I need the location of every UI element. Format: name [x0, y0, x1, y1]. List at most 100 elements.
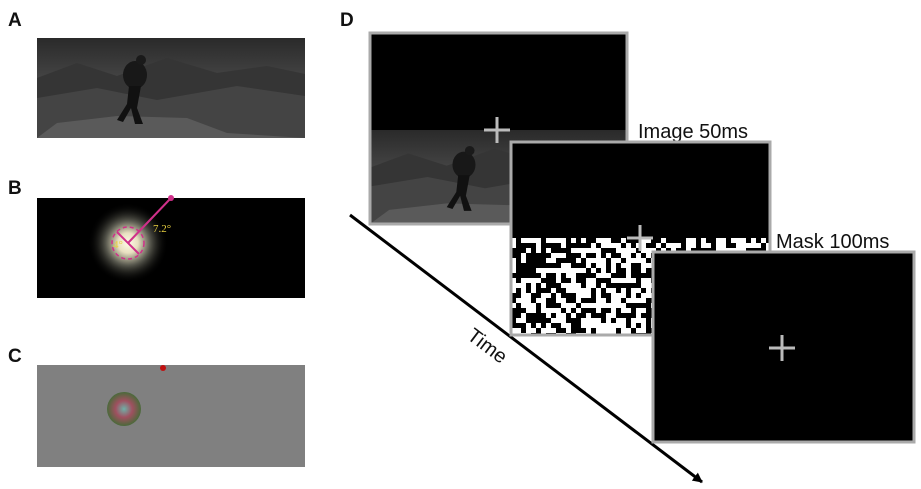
noise-cell [556, 323, 561, 328]
noise-cell [576, 278, 581, 283]
fixation-dot [168, 195, 174, 201]
noise-cell [636, 268, 641, 273]
noise-cell [556, 243, 561, 248]
noise-cell [636, 323, 641, 328]
noise-cell [516, 248, 521, 253]
noise-cell [521, 263, 526, 268]
noise-cell [626, 323, 631, 328]
noise-cell [516, 253, 521, 258]
noise-cell [681, 238, 686, 243]
noise-cell [611, 318, 616, 323]
noise-cell [626, 318, 631, 323]
noise-cell [551, 303, 556, 308]
noise-cell [551, 293, 556, 298]
noise-cell [516, 268, 521, 273]
noise-cell [521, 248, 526, 253]
noise-cell [586, 298, 591, 303]
noise-cell [621, 298, 626, 303]
noise-cell [621, 243, 626, 248]
noise-cell [631, 303, 636, 308]
screen [370, 33, 627, 130]
noise-cell [566, 313, 571, 318]
noise-cell [521, 273, 526, 278]
noise-cell [571, 253, 576, 258]
noise-cell [546, 278, 551, 283]
noise-cell [631, 263, 636, 268]
noise-cell [601, 318, 606, 323]
page: A B 7.2° 4° C D Time Image 50ms Mask 100… [0, 0, 921, 489]
noise-cell [646, 313, 651, 318]
noise-cell [516, 313, 521, 318]
eccentricity-label: 7.2° [153, 223, 171, 235]
image-patch [107, 392, 141, 426]
noise-cell [621, 283, 626, 288]
noise-cell [606, 258, 611, 263]
noise-cell [551, 298, 556, 303]
noise-cell [526, 263, 531, 268]
noise-cell [536, 293, 541, 298]
noise-cell [576, 238, 581, 243]
noise-cell [551, 248, 556, 253]
noise-cell [626, 283, 631, 288]
noise-cell [526, 273, 531, 278]
frame-blank [653, 252, 914, 442]
noise-cell [551, 263, 556, 268]
noise-cell [601, 293, 606, 298]
noise-cell [646, 308, 651, 313]
noise-cell [646, 273, 651, 278]
noise-cell [566, 243, 571, 248]
noise-cell [641, 313, 646, 318]
noise-cell [611, 283, 616, 288]
noise-cell [581, 263, 586, 268]
noise-cell [596, 243, 601, 248]
noise-cell [746, 238, 751, 243]
noise-cell [626, 293, 631, 298]
noise-cell [611, 248, 616, 253]
noise-cell [726, 238, 731, 243]
noise-cell [581, 278, 586, 283]
noise-cell [596, 268, 601, 273]
noise-cell [626, 313, 631, 318]
noise-cell [526, 283, 531, 288]
noise-cell [596, 278, 601, 283]
noise-cell [706, 238, 711, 243]
noise-cell [531, 318, 536, 323]
noise-cell [606, 308, 611, 313]
figure: A B 7.2° 4° C D Time Image 50ms Mask 100… [0, 0, 921, 489]
noise-cell [621, 268, 626, 273]
noise-cell [566, 248, 571, 253]
noise-cell [531, 263, 536, 268]
fixation-dot [160, 365, 166, 371]
noise-cell [541, 243, 546, 248]
noise-cell [616, 288, 621, 293]
noise-cell [576, 313, 581, 318]
noise-cell [681, 243, 686, 248]
noise-cell [531, 323, 536, 328]
noise-cell [566, 258, 571, 263]
noise-cell [516, 303, 521, 308]
noise-cell [526, 313, 531, 318]
noise-cell [611, 273, 616, 278]
noise-cell [596, 313, 601, 318]
panel-label: B [8, 178, 22, 199]
noise-cell [576, 318, 581, 323]
noise-cell [631, 328, 636, 333]
noise-cell [571, 328, 576, 333]
noise-cell [586, 253, 591, 258]
noise-cell [546, 288, 551, 293]
noise-cell [536, 288, 541, 293]
noise-cell [576, 273, 581, 278]
noise-cell [591, 328, 596, 333]
noise-cell [586, 238, 591, 243]
noise-cell [586, 243, 591, 248]
noise-cell [526, 288, 531, 293]
noise-cell [566, 298, 571, 303]
noise-cell [536, 263, 541, 268]
noise-cell [571, 318, 576, 323]
noise-cell [636, 273, 641, 278]
noise-cell [576, 328, 581, 333]
noise-cell [516, 288, 521, 293]
noise-cell [551, 278, 556, 283]
noise-cell [556, 263, 561, 268]
noise-cell [521, 243, 526, 248]
